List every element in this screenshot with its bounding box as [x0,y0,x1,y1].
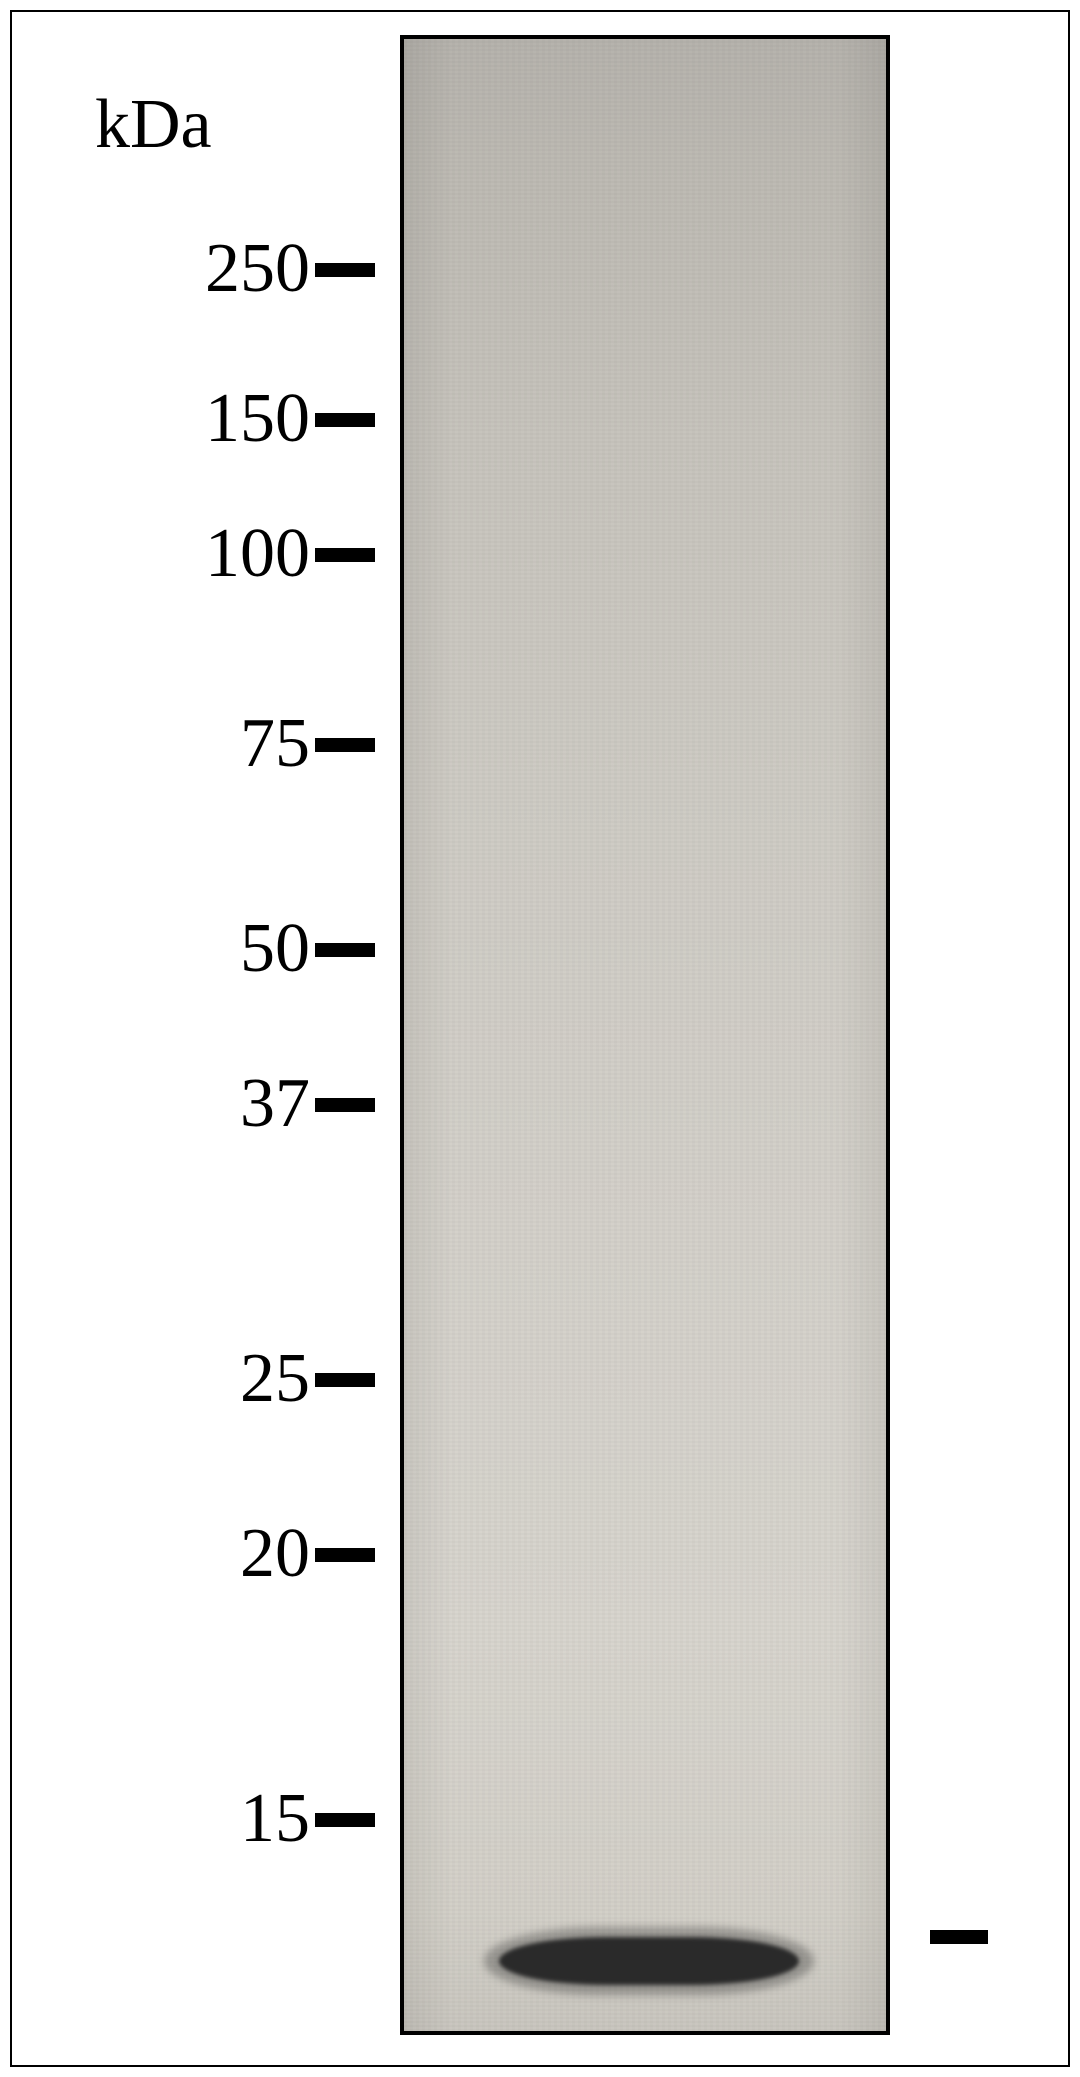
mw-label-15: 15 [0,1779,310,1859]
blot-lane [400,35,890,2035]
mw-tick-75 [315,738,375,752]
blot-lane-grain [404,39,886,2031]
mw-tick-150 [315,413,375,427]
mw-tick-100 [315,548,375,562]
mw-tick-250 [315,263,375,277]
mw-label-25: 25 [0,1339,310,1419]
mw-label-50: 50 [0,909,310,989]
mw-label-100: 100 [0,514,310,594]
mw-label-37: 37 [0,1064,310,1144]
mw-tick-50 [315,943,375,957]
mw-tick-20 [315,1548,375,1562]
mw-tick-15 [315,1813,375,1827]
band-indicator-tick [930,1930,988,1944]
protein-band [499,1937,799,1985]
mw-tick-25 [315,1373,375,1387]
mw-tick-37 [315,1098,375,1112]
mw-label-150: 150 [0,379,310,459]
mw-label-250: 250 [0,229,310,309]
kda-axis-label: kDa [95,85,212,165]
mw-label-75: 75 [0,704,310,784]
mw-label-20: 20 [0,1514,310,1594]
